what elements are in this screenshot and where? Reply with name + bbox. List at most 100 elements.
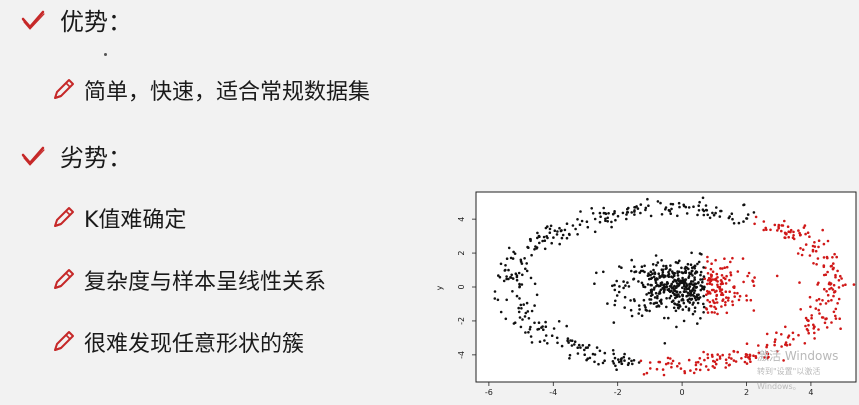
scatter-point <box>749 298 753 302</box>
scatter-point <box>512 250 515 254</box>
scatter-point <box>659 288 663 292</box>
scatter-point <box>622 355 626 359</box>
scatter-point <box>693 278 696 281</box>
scatter-point <box>692 371 696 375</box>
scatter-point <box>673 271 676 275</box>
scatter-point <box>523 257 526 260</box>
scatter-point <box>839 274 842 278</box>
scatter-point <box>682 319 686 323</box>
scatter-point <box>692 301 695 304</box>
scatter-point <box>725 274 728 278</box>
scatter-point <box>682 284 686 288</box>
scatter-point <box>832 310 836 314</box>
scatter-point <box>544 325 548 328</box>
scatter-point <box>716 353 719 356</box>
scatter-point <box>706 353 709 356</box>
scatter-point <box>822 242 826 246</box>
watermark-title: 激活 Windows <box>757 349 839 363</box>
scatter-point <box>732 286 736 289</box>
scatter-point <box>630 269 633 273</box>
scatter-point <box>613 211 616 215</box>
scatter-point <box>710 283 714 286</box>
scatter-point <box>687 307 691 310</box>
scatter-point <box>525 262 528 265</box>
scatter-point <box>689 294 692 297</box>
scatter-point <box>674 309 678 313</box>
scatter-point <box>521 318 524 321</box>
scatter-point <box>613 288 617 292</box>
scatter-point <box>799 308 802 311</box>
scatter-point <box>633 213 636 216</box>
scatter-point <box>519 258 523 262</box>
scatter-point <box>813 241 816 244</box>
scatter-point <box>538 340 542 343</box>
scatter-point <box>706 255 709 259</box>
scatter-point <box>712 213 716 217</box>
scatter-point <box>587 343 591 347</box>
scatter-point <box>724 358 728 361</box>
scatter-point <box>752 354 755 357</box>
scatter-point <box>593 230 597 234</box>
scatter-point <box>665 305 668 309</box>
scatter-point <box>821 228 824 232</box>
scatter-point <box>811 249 815 253</box>
scatter-point <box>706 260 709 263</box>
scatter-point <box>573 340 577 343</box>
disadvantage-item-text: K值难确定 <box>84 208 187 233</box>
scatter-point <box>714 258 717 262</box>
scatter-point <box>804 316 808 320</box>
scatter-point <box>716 283 719 287</box>
scatter-point <box>711 355 714 358</box>
scatter-point <box>697 260 701 264</box>
scatter-point <box>614 218 617 222</box>
scatter-point <box>665 281 669 284</box>
scatter-point <box>825 255 829 259</box>
scatter-point <box>660 259 663 262</box>
scatter-point <box>713 366 716 369</box>
scatter-point <box>777 227 780 230</box>
scatter-point <box>711 211 714 215</box>
scatter-point <box>709 279 713 283</box>
scatter-point <box>518 316 522 319</box>
disadvantages-heading-text: 劣势： <box>60 144 132 172</box>
scatter-point <box>731 300 734 303</box>
advantages-heading: 优势： <box>20 2 132 37</box>
scatter-point <box>725 361 728 365</box>
scatter-point <box>765 343 769 347</box>
scatter-point <box>568 233 571 237</box>
scatter-point <box>670 362 673 365</box>
scatter-point <box>708 300 712 304</box>
scatter-point <box>718 355 722 358</box>
scatter-point <box>653 296 657 299</box>
scatter-point <box>832 262 835 265</box>
scatter-point <box>649 214 653 218</box>
scatter-point <box>694 286 698 289</box>
check-icon <box>21 10 45 30</box>
scatter-point <box>684 305 688 309</box>
scatter-point <box>522 303 525 306</box>
scatter-point <box>597 362 600 366</box>
scatter-point <box>676 284 679 288</box>
scatter-point <box>757 351 761 355</box>
scatter-point <box>664 206 668 209</box>
scatter-point <box>679 367 683 370</box>
scatter-point <box>810 316 813 320</box>
scatter-point <box>743 360 747 364</box>
activation-watermark: 激活 Windows 转到"设置"以激活 Windows。 <box>757 349 859 394</box>
scatter-point <box>529 325 532 329</box>
scatter-point <box>527 246 530 249</box>
scatter-point <box>529 239 532 243</box>
x-tick-label: -6 <box>485 388 493 397</box>
scatter-point <box>808 295 812 299</box>
scatter-point <box>648 309 651 313</box>
scatter-point <box>655 301 659 305</box>
scatter-point <box>527 331 530 334</box>
scatter-point <box>615 294 619 297</box>
scatter-point <box>732 349 735 353</box>
scatter-point <box>644 306 647 309</box>
scatter-point <box>837 297 841 301</box>
scatter-point <box>744 355 747 359</box>
pencil-icon <box>54 79 74 99</box>
scatter-point <box>624 284 627 287</box>
scatter-point <box>682 290 686 293</box>
